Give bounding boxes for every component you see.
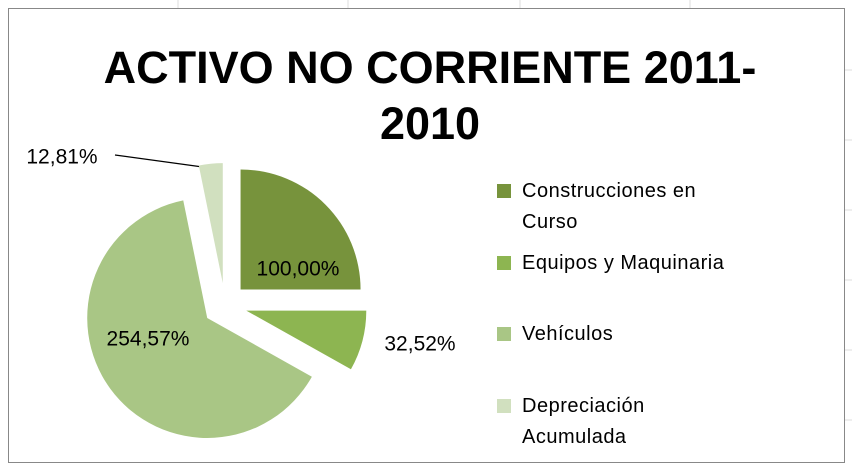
legend-entry: Construcciones en Curso <box>497 176 757 238</box>
legend-label: Depreciación Acumulada <box>522 395 645 448</box>
pie-slice <box>87 200 312 438</box>
legend-label: Construcciones en Curso <box>522 180 697 233</box>
data-label: 254,57% <box>107 328 190 351</box>
data-label: 100,00% <box>257 258 340 281</box>
legend-label: Equipos y Maquinaria <box>522 252 725 274</box>
legend-swatch <box>497 399 511 413</box>
legend-swatch <box>497 327 511 341</box>
legend-swatch <box>497 184 511 198</box>
pie-slice <box>198 163 223 284</box>
pie-slice <box>240 169 361 290</box>
legend-swatch <box>497 256 511 270</box>
leader-line <box>114 154 211 169</box>
pie-slice <box>246 310 367 370</box>
sheet-grid <box>177 0 852 421</box>
data-label: 12,81% <box>26 146 97 169</box>
legend-entry: Equipos y Maquinaria <box>497 248 757 279</box>
data-label: 32,52% <box>384 333 455 356</box>
legend-entry: Depreciación Acumulada <box>497 391 757 453</box>
chart-title: ACTIVO NO CORRIENTE 2011-2010 <box>103 42 757 149</box>
legend-entry: Vehículos <box>497 319 757 350</box>
legend-label: Vehículos <box>522 323 614 345</box>
